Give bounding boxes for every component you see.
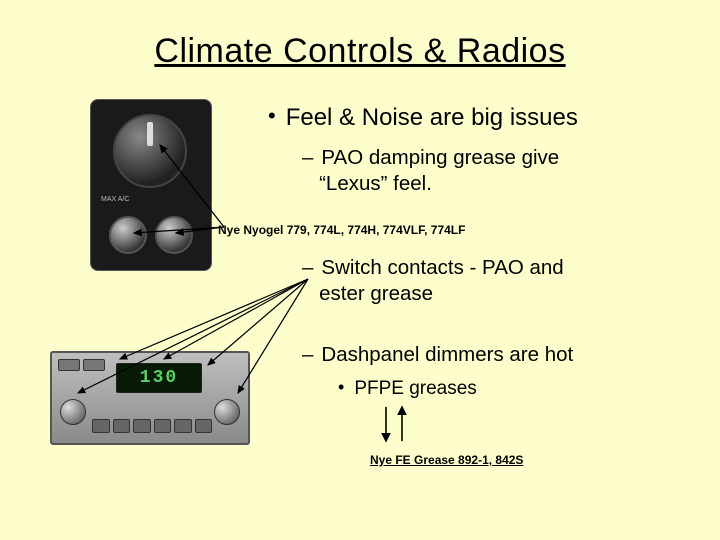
mode-labels: MAX A/C (101, 196, 203, 210)
temperature-dial-icon (113, 114, 187, 188)
bullet-icon: • (338, 377, 344, 397)
climate-control-image: MAX A/C (90, 99, 212, 271)
sub2-line1: Switch contacts - PAO and (321, 256, 563, 279)
car-radio-image: 130 (50, 351, 250, 445)
dash-icon: – (302, 256, 313, 279)
main-bullet-text: Feel & Noise are big issues (286, 104, 578, 131)
sub3b-text: PFPE greases (354, 378, 477, 399)
tune-knob-icon (214, 399, 240, 425)
sub-bullet-3b: • PFPE greases (338, 377, 477, 400)
radio-top-buttons (58, 359, 105, 371)
preset-buttons (92, 419, 212, 433)
sub-bullet-2: –Switch contacts - PAO and – ester greas… (302, 255, 564, 306)
sub1-line2: “Lexus” feel. (319, 172, 432, 195)
sub-bullet-1: –PAO damping grease give – “Lexus” feel. (302, 145, 559, 196)
product-line-1: Nye Nyogel 779, 774L, 774H, 774VLF, 774L… (218, 223, 465, 237)
bullet-icon: • (268, 103, 276, 128)
main-bullet: • Feel & Noise are big issues (268, 103, 578, 132)
page-title: Climate Controls & Radios (0, 0, 720, 95)
volume-knob-icon (60, 399, 86, 425)
radio-display: 130 (116, 363, 202, 393)
sub1-line1: PAO damping grease give (321, 146, 559, 169)
dash-icon: – (302, 343, 313, 366)
mode-knob-icon (155, 216, 193, 254)
dash-icon: – (302, 146, 313, 169)
product-line-2: Nye FE Grease 892-1, 842S (370, 453, 523, 467)
sub2-line2: ester grease (319, 282, 433, 305)
sub-bullet-3: –Dashpanel dimmers are hot (302, 343, 573, 367)
content-area: MAX A/C 130 (0, 95, 720, 535)
fan-knob-icon (109, 216, 147, 254)
sub3-text: Dashpanel dimmers are hot (321, 343, 573, 366)
up-down-arrows-icon (376, 403, 412, 445)
